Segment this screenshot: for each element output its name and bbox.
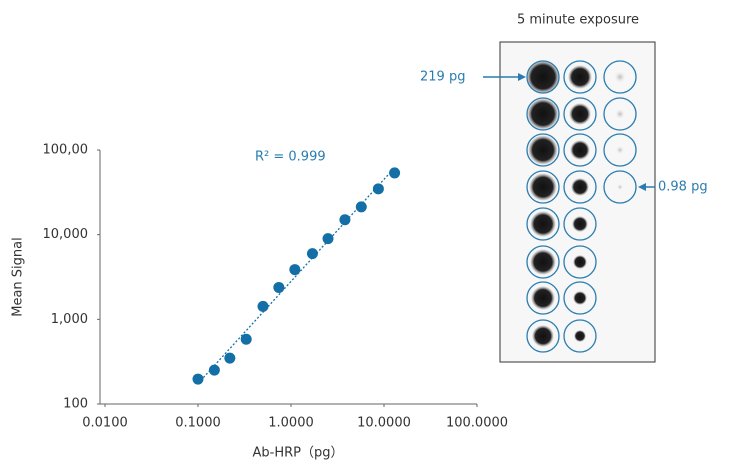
- blot-spot: [531, 286, 555, 310]
- y-tick-label: 100,00: [43, 143, 89, 158]
- r-squared: R² = 0.999: [255, 150, 326, 165]
- y-tick-label: 100: [63, 397, 88, 412]
- blot-ring: [526, 281, 560, 315]
- blot-top-label: 219 pg: [420, 70, 465, 85]
- blot-ring: [526, 170, 560, 204]
- point: [372, 183, 384, 195]
- point: [322, 233, 334, 245]
- blot-spot: [526, 60, 560, 94]
- blot-ring: [526, 319, 560, 353]
- trendline: [197, 167, 396, 384]
- blot-spot: [569, 103, 591, 125]
- blot-ring: [563, 281, 597, 315]
- blot-ring: [603, 170, 637, 204]
- y-tick-label: 1,000: [51, 312, 88, 327]
- blot-spot: [616, 146, 624, 154]
- blot-ring: [526, 207, 560, 241]
- blot-ring: [563, 319, 597, 353]
- point: [192, 373, 204, 385]
- blot-spot: [568, 65, 592, 89]
- blot-spot: [572, 216, 588, 232]
- blot-ring: [603, 60, 637, 94]
- blot-spot: [574, 330, 586, 342]
- point: [208, 364, 220, 376]
- blot-ring: [563, 245, 597, 279]
- arrow-head: [518, 73, 526, 81]
- x-tick-label: 100.0000: [446, 416, 508, 431]
- blot-spot: [527, 98, 559, 130]
- point: [389, 167, 401, 179]
- blot-ring: [526, 133, 560, 167]
- blot-spot: [532, 325, 554, 347]
- blot-ring: [563, 97, 597, 131]
- point: [240, 333, 252, 345]
- point: [224, 352, 236, 364]
- x-tick-label: 10.0000: [357, 416, 411, 431]
- blot-spot: [529, 173, 557, 201]
- arrow-head: [638, 183, 646, 191]
- blot-bottom-label: 0.98 pg: [658, 180, 708, 195]
- blot-spot: [530, 249, 556, 275]
- blot-spot: [614, 71, 626, 83]
- blot-ring: [526, 245, 560, 279]
- blot-ring: [563, 207, 597, 241]
- blot-ring: [603, 133, 637, 167]
- blot-spot: [573, 255, 587, 269]
- blot-spot: [573, 291, 587, 305]
- blot-title: 5 minute exposure: [517, 13, 639, 28]
- point: [289, 264, 301, 276]
- blot-ring: [526, 60, 560, 94]
- x-tick-label: 1.0000: [268, 416, 314, 431]
- blot-spot: [571, 178, 589, 196]
- x-axis-title: Ab-HRP（pg）: [253, 446, 344, 461]
- blot-ring: [526, 97, 560, 131]
- point: [273, 281, 285, 293]
- blot-ring: [603, 97, 637, 131]
- x-tick-label: 0.1000: [175, 416, 221, 431]
- point: [257, 300, 269, 312]
- blot-spot: [617, 184, 623, 190]
- blot-spot: [570, 140, 590, 160]
- blot-ring: [563, 60, 597, 94]
- x-tick-label: 0.0100: [82, 416, 128, 431]
- point: [339, 214, 351, 226]
- point: [306, 248, 318, 260]
- blot-ring: [563, 170, 597, 204]
- blot-image: [499, 41, 656, 363]
- blot-spot: [530, 211, 556, 237]
- y-axis-title: Mean Signal: [11, 237, 26, 317]
- point: [355, 201, 367, 213]
- blot-spot: [528, 135, 558, 165]
- blot-spot: [615, 109, 625, 119]
- y-tick-label: 10,000: [43, 227, 89, 242]
- blot-ring: [563, 133, 597, 167]
